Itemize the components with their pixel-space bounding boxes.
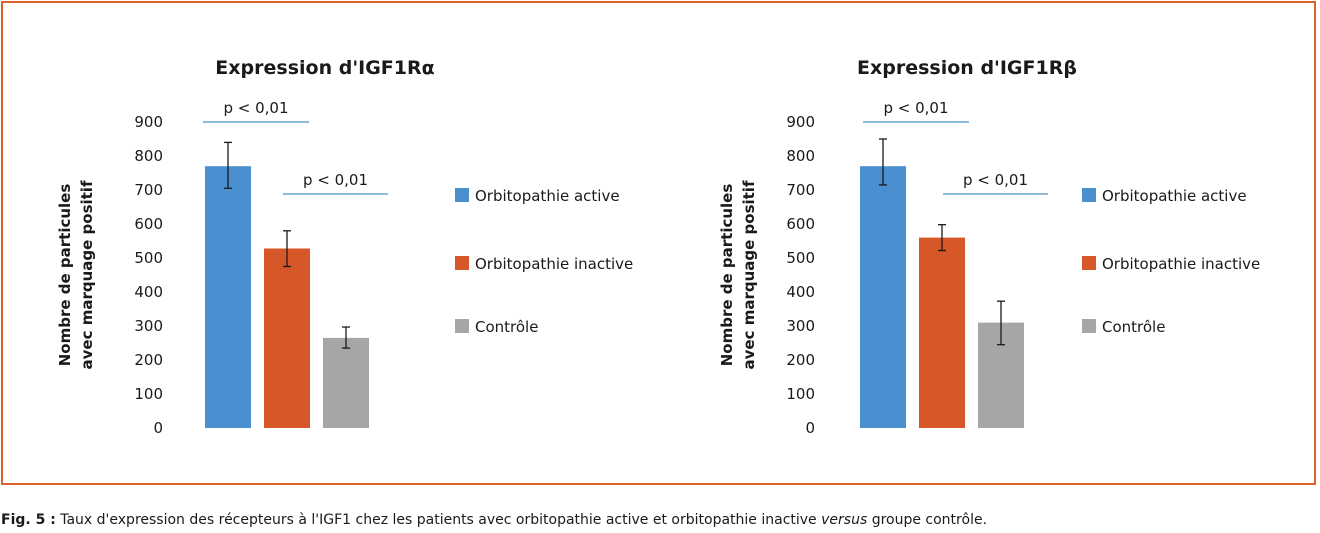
y-axis-label: Nombre de particules [718, 184, 736, 367]
y-tick-label: 200 [786, 351, 815, 369]
figure-frame [1, 1, 1316, 485]
y-tick-label: 700 [786, 181, 815, 199]
legend-label: Orbitopathie active [1102, 187, 1247, 205]
legend-swatch [1082, 256, 1096, 270]
y-tick-label: 400 [786, 283, 815, 301]
chart-igf1r-beta: Expression d'IGF1Rβ Nombre de particules a… [718, 57, 1260, 437]
bar [919, 237, 965, 428]
y-tick-label: 300 [786, 317, 815, 335]
legend-swatch [1082, 188, 1096, 202]
legend-label: Orbitopathie inactive [475, 255, 633, 273]
chart-igf1r-alpha: Expression d'IGF1Rα Nombre de particules a… [56, 57, 633, 437]
legend-label: Contrôle [475, 318, 538, 336]
y-tick-label: 600 [786, 215, 815, 233]
y-tick-label: 0 [153, 419, 163, 437]
caption-text-before: Taux d'expression des récepteurs à l'IGF… [55, 512, 822, 528]
figure-caption: Fig. 5 : Taux d'expression des récepteur… [1, 512, 987, 528]
chart-title: Expression d'IGF1Rα [215, 57, 434, 79]
significance-label: p < 0,01 [303, 171, 368, 189]
y-tick-label: 300 [134, 317, 163, 335]
y-tick-label: 900 [786, 113, 815, 131]
caption-italic: versus [821, 512, 868, 528]
legend-swatch [1082, 319, 1096, 333]
y-tick-label: 500 [786, 249, 815, 267]
legend-swatch [455, 188, 469, 202]
y-tick-label: 700 [134, 181, 163, 199]
y-tick-label: 200 [134, 351, 163, 369]
y-axis-label: avec marquage positif [740, 180, 758, 369]
legend-label: Orbitopathie inactive [1102, 255, 1260, 273]
y-tick-label: 500 [134, 249, 163, 267]
legend-swatch [455, 256, 469, 270]
caption-label: Fig. 5 : [1, 512, 56, 528]
y-tick-label: 100 [786, 385, 815, 403]
legend-swatch [455, 319, 469, 333]
caption-text-after: groupe contrôle. [867, 512, 988, 528]
significance-label: p < 0,01 [883, 99, 948, 117]
chart-title: Expression d'IGF1Rβ [857, 57, 1077, 79]
legend-label: Orbitopathie active [475, 187, 620, 205]
y-axis-label: Nombre de particules [56, 184, 74, 367]
y-tick-label: 0 [805, 419, 815, 437]
y-tick-label: 900 [134, 113, 163, 131]
y-tick-label: 800 [786, 147, 815, 165]
y-tick-label: 400 [134, 283, 163, 301]
legend-label: Contrôle [1102, 318, 1165, 336]
y-tick-label: 600 [134, 215, 163, 233]
significance-label: p < 0,01 [963, 171, 1028, 189]
bar [323, 337, 369, 428]
y-axis-label: avec marquage positif [78, 180, 96, 369]
bar [205, 166, 251, 428]
significance-label: p < 0,01 [223, 99, 288, 117]
y-tick-label: 100 [134, 385, 163, 403]
bar [264, 248, 310, 428]
bar [860, 166, 906, 428]
y-tick-label: 800 [134, 147, 163, 165]
